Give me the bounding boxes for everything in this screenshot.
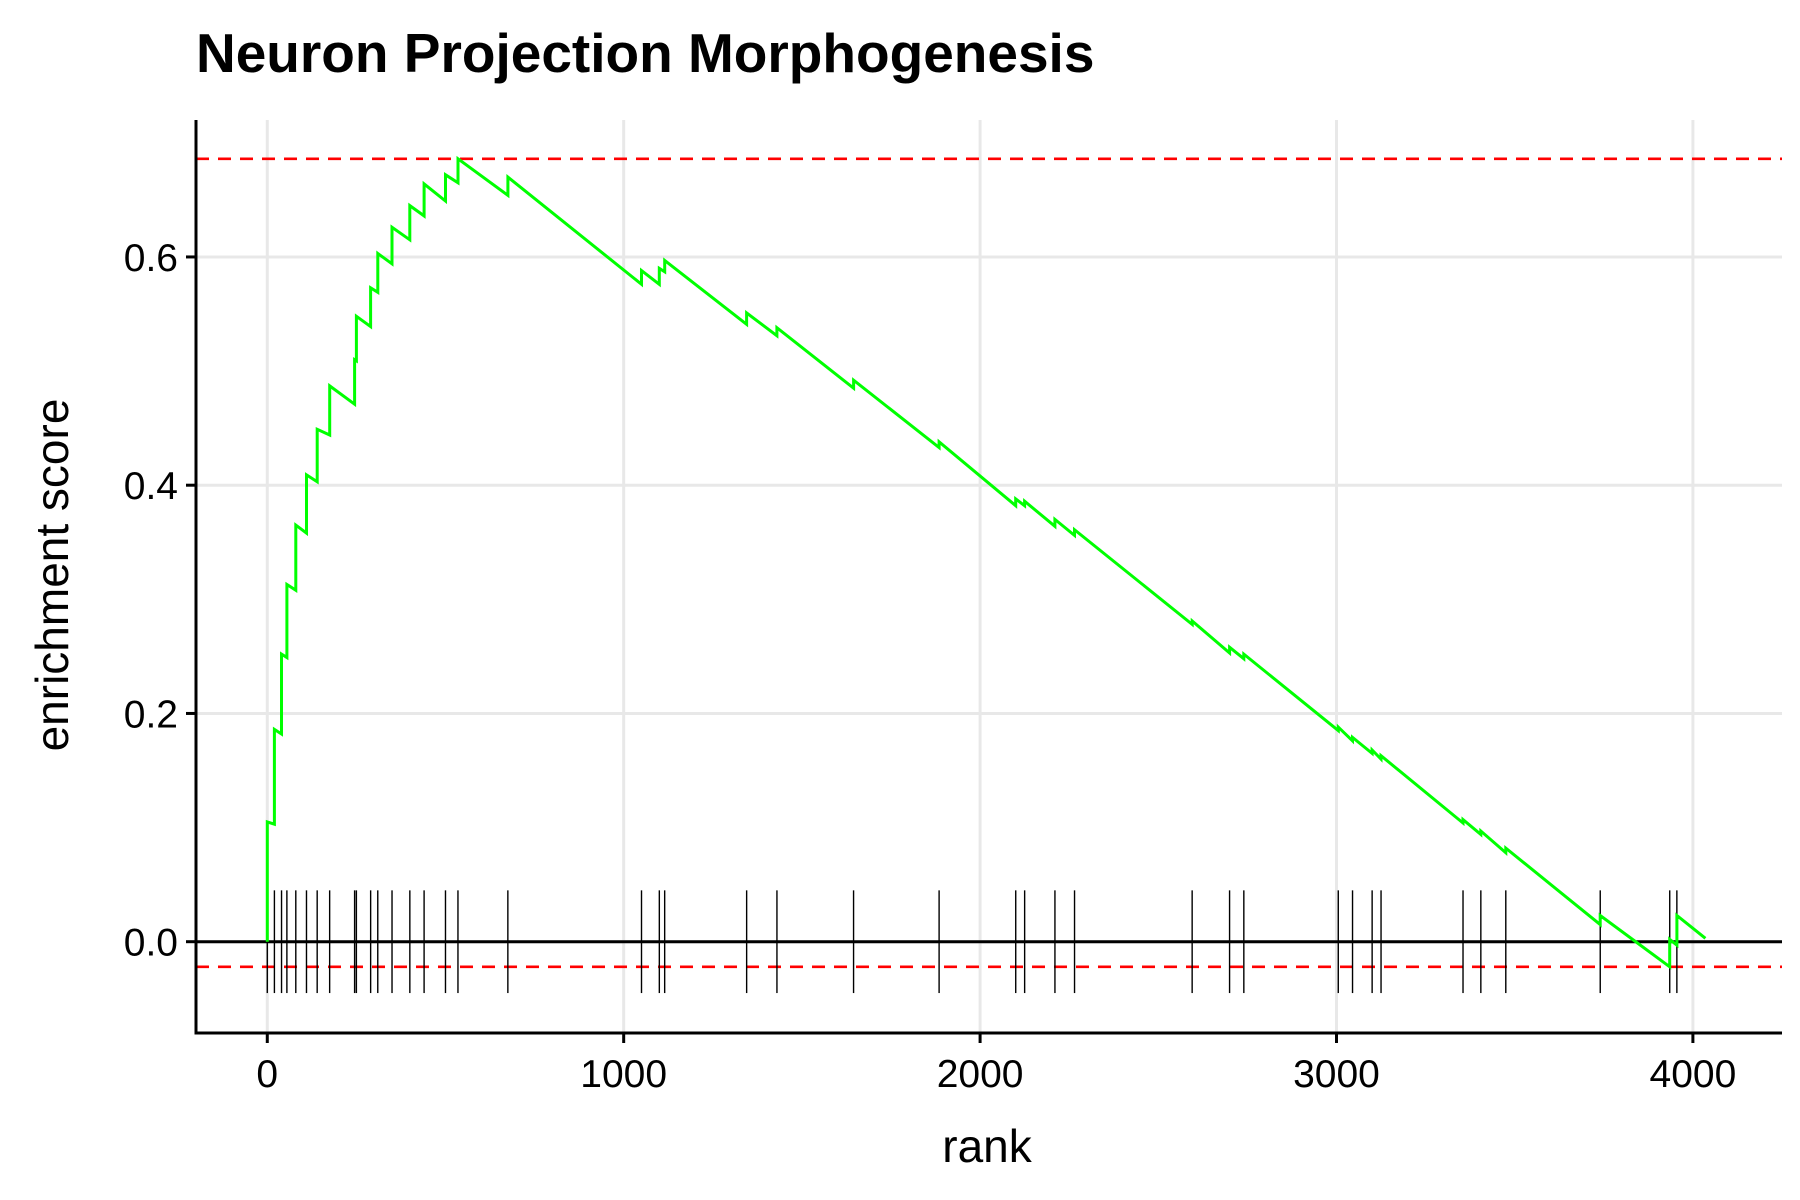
x-tick-label-4: 4000: [1650, 1053, 1737, 1096]
enrichment-score-line-0: [265, 155, 1707, 970]
series-layer: [265, 155, 1707, 970]
threshold-lines: [196, 157, 1782, 969]
x-tick-label-2: 2000: [937, 1053, 1024, 1096]
x-axis-title: rank: [942, 1120, 1032, 1172]
y-tick-label-2: 0.4: [124, 465, 178, 508]
y-tick-label-1: 0.2: [124, 693, 178, 736]
x-tick-label-0: 0: [256, 1053, 278, 1096]
x-tick-label-3: 3000: [1293, 1053, 1380, 1096]
y-tick-label-3: 0.6: [124, 237, 178, 280]
y-tick-label-0: 0.0: [124, 922, 178, 965]
y-axis-title: enrichment score: [26, 399, 78, 752]
grid-lines: [196, 120, 1782, 1033]
x-tick-label-1: 1000: [580, 1053, 667, 1096]
x-axis-ticks: 0 1000 2000 3000 4000: [256, 1033, 1736, 1096]
axes: [194, 120, 1782, 1035]
chart-title: Neuron Projection Morphogenesis: [196, 22, 1094, 84]
y-axis-ticks: 0.0 0.2 0.4 0.6: [124, 237, 196, 965]
